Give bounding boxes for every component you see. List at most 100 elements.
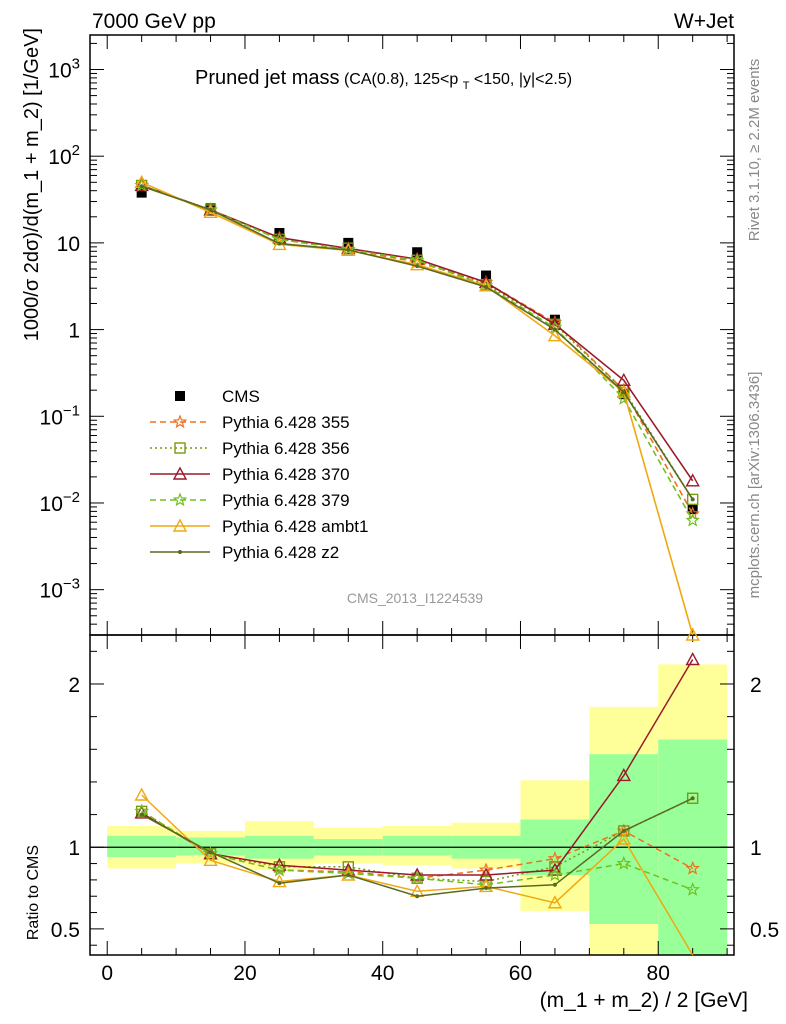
data-point: [409, 252, 425, 267]
ratio-point: [484, 886, 489, 891]
ratio-series-line: [141, 659, 694, 876]
ratio-point: [618, 825, 630, 837]
ratio-point: [547, 867, 563, 882]
main-yaxis-ticks: [90, 42, 734, 636]
ratio-point: [273, 861, 286, 873]
ratio-point: [549, 861, 561, 873]
main-ytick-label: 1: [68, 320, 80, 343]
ratio-point: [134, 787, 149, 801]
xaxis-ticks: [106, 35, 728, 955]
side-label-bottom: mcplots.cern.ch [arXiv:1306.3436]: [746, 372, 763, 599]
data-point: [547, 328, 563, 342]
ratio-point: [686, 792, 699, 804]
legend-label: Pythia 6.428 z2: [222, 543, 339, 562]
ratio-point: [342, 861, 354, 873]
ratio-series-line: [141, 797, 694, 883]
legend: CMS Pythia 6.428 355 Pythia 6.428 356 Pythi…: [150, 387, 368, 562]
main-ylabel: 1000/σ 2dσ)/d(m_1 + m_2) [1/GeV]: [21, 28, 43, 341]
legend-label: Pythia 6.428 379: [222, 491, 350, 510]
ratio-point: [478, 862, 494, 877]
main-yaxis-labels: 10−3 10−2 10−1 1 10 102 103: [40, 55, 80, 602]
ratio-point: [690, 796, 695, 801]
xtick-label: 80: [647, 962, 670, 985]
series-pythia-6-428-355: [134, 177, 700, 521]
ratio-ylabel: Ratio to CMS: [25, 845, 42, 940]
xtick-label: 60: [509, 962, 532, 985]
main-ytick-label: 10−3: [40, 576, 80, 603]
main-ytick-label: 102: [48, 142, 80, 169]
series-pythia-6-428-356: [135, 179, 699, 506]
header-left: 7000 GeV pp: [92, 10, 216, 33]
ratio-point: [203, 852, 218, 867]
series-line: [141, 184, 694, 515]
main-ytick-label: 10−2: [40, 489, 80, 516]
data-point: [409, 257, 425, 271]
chart-title: Pruned jet mass (CA(0.8), 125<p T <150, …: [195, 67, 572, 93]
main-frame: [89, 34, 735, 636]
ratio-point: [139, 812, 144, 817]
band-inner-0: [107, 835, 177, 858]
title-main: Pruned jet mass: [195, 67, 340, 89]
series-pythia-6-428-ambt1: [134, 174, 700, 641]
legend-marker: [172, 518, 188, 532]
data-point: [139, 184, 144, 189]
ratio-point: [415, 894, 420, 899]
data-point: [415, 264, 420, 269]
ratio-series-line: [141, 794, 694, 956]
ratio-point: [409, 870, 425, 885]
data-point: [208, 207, 213, 212]
ratio-point: [478, 878, 494, 893]
xtick-label: 20: [233, 962, 256, 985]
series-cms: [136, 187, 698, 515]
ratio-ytick-label: 2: [68, 674, 80, 697]
main-ytick-label: 103: [48, 55, 80, 82]
xaxis-label: (m_1 + m_2) / 2 [GeV]: [540, 989, 748, 1012]
ratio-point: [346, 873, 351, 877]
data-point: [484, 284, 489, 289]
ratio-point: [277, 881, 282, 886]
side-label-top: Rivet 3.1.10, ≥ 2.2M events: [746, 59, 763, 242]
title-detail-end: <150, |y|<2.5): [474, 71, 572, 88]
ratio-ytick-label-right: 2: [750, 674, 762, 697]
data-point: [346, 247, 351, 252]
ratio-point: [685, 860, 700, 875]
ratio-point: [685, 882, 700, 896]
legend-marker: [174, 442, 186, 454]
legend-label: Pythia 6.428 370: [222, 465, 350, 484]
xtick-label: 0: [101, 962, 113, 985]
watermark: CMS_2013_I1224539: [347, 590, 483, 606]
ratio-ytick-label: 0.5: [51, 919, 80, 942]
legend-label: Pythia 6.428 355: [222, 413, 350, 432]
ratio-point: [208, 850, 213, 855]
data-point: [690, 497, 695, 502]
ratio-frame: [89, 634, 735, 956]
xtick-label: 40: [371, 962, 394, 985]
xaxis-labels: 0 20 40 60 80: [101, 962, 670, 985]
title-detail: (CA(0.8), 125<p: [344, 71, 458, 88]
legend-label: Pythia 6.428 356: [222, 439, 350, 458]
ratio-point: [616, 767, 631, 782]
ratio-point: [552, 882, 557, 887]
data-point: [685, 627, 700, 641]
ratio-point: [616, 855, 632, 870]
ratio-ytick-label-right: 1: [750, 837, 762, 860]
series-pythia-6-428-z2: [139, 184, 695, 502]
ratio-point: [547, 862, 563, 876]
main-ytick-label: 10: [57, 233, 80, 256]
data-point: [341, 241, 356, 256]
series-pythia-6-428-370: [134, 177, 700, 487]
ratio-point: [203, 846, 218, 860]
ratio-point: [272, 862, 287, 877]
legend-label: CMS: [222, 387, 260, 406]
ratio-yaxis-labels: 0.5 0.5 1 1 2 2: [51, 674, 779, 942]
ratio-yaxis-ticks: [90, 650, 734, 946]
ratio-point: [685, 652, 700, 666]
ratio-series-pythia-6-428-z2: [139, 796, 695, 899]
title-detail-sub: T: [463, 80, 470, 92]
ratio-point: [621, 828, 626, 833]
data-point: [277, 241, 282, 246]
legend-marker: [172, 414, 188, 429]
legend-marker: [172, 466, 188, 480]
